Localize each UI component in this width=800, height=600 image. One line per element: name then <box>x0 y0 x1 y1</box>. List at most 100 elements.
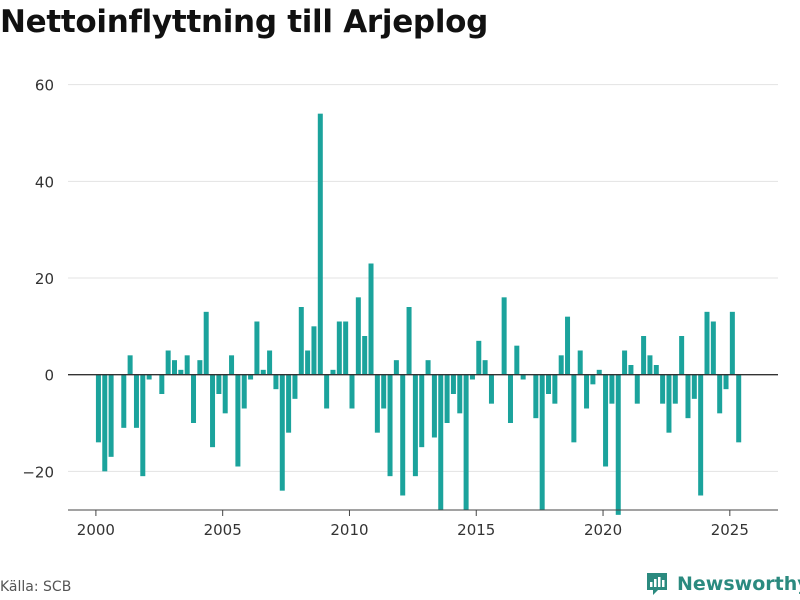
bar <box>539 374 545 510</box>
x-tick-label: 2005 <box>204 521 242 539</box>
bar <box>704 311 710 375</box>
bar <box>298 307 304 375</box>
bar <box>216 374 222 394</box>
brand-name: Newsworthy <box>677 573 800 595</box>
bar <box>133 374 139 428</box>
x-tick-label: 2010 <box>330 521 368 539</box>
bar <box>450 374 456 394</box>
bar <box>330 369 336 375</box>
bar <box>514 345 520 375</box>
bar <box>666 374 672 433</box>
bar <box>349 374 355 409</box>
y-tick-label: −20 <box>22 463 54 481</box>
bar <box>685 374 691 419</box>
bar <box>736 374 742 443</box>
bar <box>241 374 247 409</box>
bar <box>444 374 450 423</box>
bar <box>121 374 127 428</box>
bar <box>571 374 577 443</box>
brand-logo: Newsworthy <box>645 569 800 599</box>
source-note: Källa: SCB <box>0 579 72 595</box>
y-tick-label: 60 <box>35 77 54 95</box>
bar <box>717 374 723 414</box>
y-axis-labels: −20 0 20 40 60 <box>22 77 54 482</box>
bar <box>273 374 279 390</box>
bar <box>596 369 602 375</box>
bar <box>698 374 704 496</box>
bar <box>469 374 475 380</box>
bar <box>558 355 564 375</box>
bar <box>184 355 190 375</box>
bar <box>381 374 387 409</box>
bar <box>463 374 469 510</box>
bar <box>95 374 101 443</box>
x-tick-label: 2025 <box>711 521 749 539</box>
bar <box>311 326 317 375</box>
bar <box>647 355 653 375</box>
bar <box>552 374 558 404</box>
x-tick-label: 2020 <box>584 521 622 539</box>
bar <box>336 321 342 375</box>
bar <box>622 350 628 375</box>
gridlines <box>68 84 778 472</box>
bar <box>660 374 666 404</box>
bar <box>431 374 437 438</box>
bar <box>248 374 254 380</box>
bars <box>95 113 742 515</box>
bar <box>546 374 552 394</box>
bar <box>565 316 571 375</box>
bar <box>279 374 285 491</box>
y-tick-label: 20 <box>35 270 54 288</box>
bar <box>317 113 323 375</box>
bar <box>590 374 596 385</box>
y-tick-label: 0 <box>44 367 54 385</box>
bar <box>710 321 716 375</box>
bar <box>425 360 431 375</box>
bar <box>235 374 241 467</box>
bar <box>387 374 393 477</box>
bar <box>615 374 621 515</box>
bar <box>488 374 494 404</box>
bar <box>140 374 146 477</box>
bar <box>102 374 108 472</box>
bar <box>628 365 634 375</box>
bar <box>406 307 412 375</box>
bar <box>254 321 260 375</box>
bar <box>374 374 380 433</box>
bar <box>146 374 152 380</box>
bar <box>324 374 330 409</box>
bar <box>603 374 609 467</box>
bar <box>355 297 361 375</box>
bar <box>653 365 659 375</box>
bar <box>729 311 735 375</box>
bar <box>634 374 640 404</box>
bar <box>368 263 374 375</box>
x-axis-labels: 2000 2005 2010 2015 2020 2025 <box>77 521 749 539</box>
bar <box>482 360 488 375</box>
bar <box>305 350 311 375</box>
bar <box>457 374 463 414</box>
x-axis <box>68 509 778 516</box>
bar <box>127 355 133 375</box>
bar <box>577 350 583 375</box>
bar <box>507 374 513 423</box>
bar <box>178 369 184 375</box>
bar <box>260 369 266 375</box>
bar <box>267 350 273 375</box>
bar <box>400 374 406 496</box>
bar <box>609 374 615 404</box>
bar <box>679 336 685 375</box>
bar <box>159 374 165 394</box>
x-tick-label: 2015 <box>457 521 495 539</box>
bar <box>672 374 678 404</box>
bar <box>222 374 228 414</box>
bar <box>393 360 399 375</box>
bar <box>197 360 203 375</box>
y-tick-label: 40 <box>35 173 54 191</box>
chart-title: Nettoinflyttning till Arjeplog <box>0 4 489 40</box>
bar <box>501 297 507 375</box>
bar <box>165 350 171 375</box>
bar <box>191 374 197 423</box>
bar <box>362 336 368 375</box>
